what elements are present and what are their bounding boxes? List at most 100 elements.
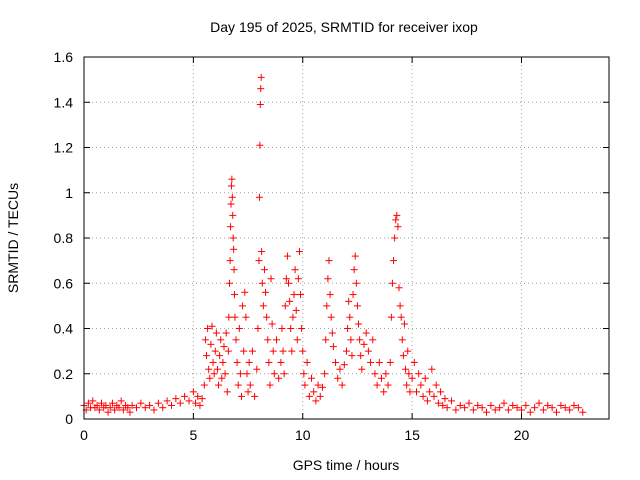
data-point (211, 347, 219, 355)
data-point (392, 216, 400, 224)
data-point (324, 275, 332, 283)
data-point (323, 302, 331, 310)
data-point (367, 358, 375, 366)
data-point (295, 248, 303, 256)
data-point (111, 406, 119, 414)
data-point (200, 381, 208, 389)
data-point (263, 313, 271, 321)
data-point (273, 336, 280, 344)
data-point (387, 313, 395, 321)
data-point (378, 374, 385, 382)
data-point (428, 365, 436, 373)
data-point (236, 370, 244, 378)
data-point (299, 347, 307, 355)
data-point (298, 325, 306, 332)
data-point (133, 404, 140, 412)
data-point (269, 347, 277, 355)
data-point (456, 401, 464, 409)
y-tick-label: 1.2 (54, 140, 74, 156)
data-point (487, 401, 495, 409)
data-point (305, 392, 313, 400)
data-point (371, 370, 379, 378)
data-point (216, 352, 224, 360)
data-point (343, 347, 350, 355)
data-point (509, 401, 517, 409)
data-point (279, 347, 287, 355)
data-point (282, 275, 290, 283)
data-point (291, 266, 299, 274)
data-point (246, 381, 254, 389)
data-point (303, 358, 311, 366)
y-tick-label: 0.8 (54, 230, 74, 246)
data-point (399, 352, 407, 360)
data-point (421, 374, 429, 382)
data-point (419, 392, 427, 400)
y-tick-label: 1 (65, 185, 73, 201)
data-point (325, 257, 333, 265)
data-point (312, 397, 320, 405)
data-point (268, 320, 276, 328)
data-point (84, 399, 92, 407)
y-tick-label: 0.6 (54, 275, 74, 291)
data-point (239, 302, 247, 310)
data-point (297, 291, 305, 299)
data-point (380, 388, 388, 396)
data-point (117, 397, 125, 405)
data-point (209, 358, 217, 366)
data-point (220, 343, 228, 351)
data-point (406, 388, 414, 396)
data-point (254, 325, 262, 332)
data-point (393, 211, 401, 219)
data-point (292, 306, 300, 314)
data-point (338, 381, 346, 389)
y-tick-label: 0.2 (54, 366, 74, 382)
x-tick-label: 0 (80, 427, 88, 443)
data-point (327, 313, 335, 321)
data-point (222, 329, 230, 337)
data-point (181, 392, 189, 400)
chart-title: Day 195 of 2025, SRMTID for receiver ixo… (210, 19, 478, 35)
data-point (347, 336, 355, 344)
data-point (432, 381, 440, 389)
x-tick-label: 20 (514, 427, 530, 443)
data-point (344, 325, 352, 332)
data-point (219, 358, 227, 366)
data-point (89, 397, 97, 405)
data-point (98, 399, 105, 407)
data-point (265, 358, 273, 366)
data-point (205, 365, 213, 373)
data-point (104, 408, 112, 416)
data-point (404, 347, 412, 355)
data-point (400, 320, 408, 328)
data-point (288, 347, 296, 355)
data-point (531, 404, 539, 412)
data-point (185, 397, 193, 405)
data-point (448, 397, 455, 405)
data-point (566, 406, 574, 414)
data-point (270, 370, 278, 378)
data-point (218, 374, 226, 382)
data-point (405, 370, 413, 378)
data-point (461, 404, 469, 412)
data-point (408, 374, 416, 382)
data-point (266, 381, 274, 389)
data-point (535, 399, 543, 407)
data-point (561, 404, 569, 412)
data-point (102, 401, 110, 409)
plot-frame (83, 56, 610, 420)
data-point (349, 291, 357, 299)
data-point (340, 361, 348, 369)
data-point (390, 257, 398, 265)
data-point (267, 275, 275, 283)
data-point (357, 352, 365, 360)
data-point (355, 320, 363, 328)
data-point (154, 399, 162, 407)
data-point (526, 408, 534, 416)
y-tick-label: 0 (65, 411, 73, 427)
data-point (128, 401, 136, 409)
y-tick-label: 1.6 (54, 49, 74, 65)
data-point (225, 313, 233, 321)
data-point (204, 325, 212, 332)
data-point (286, 297, 294, 305)
